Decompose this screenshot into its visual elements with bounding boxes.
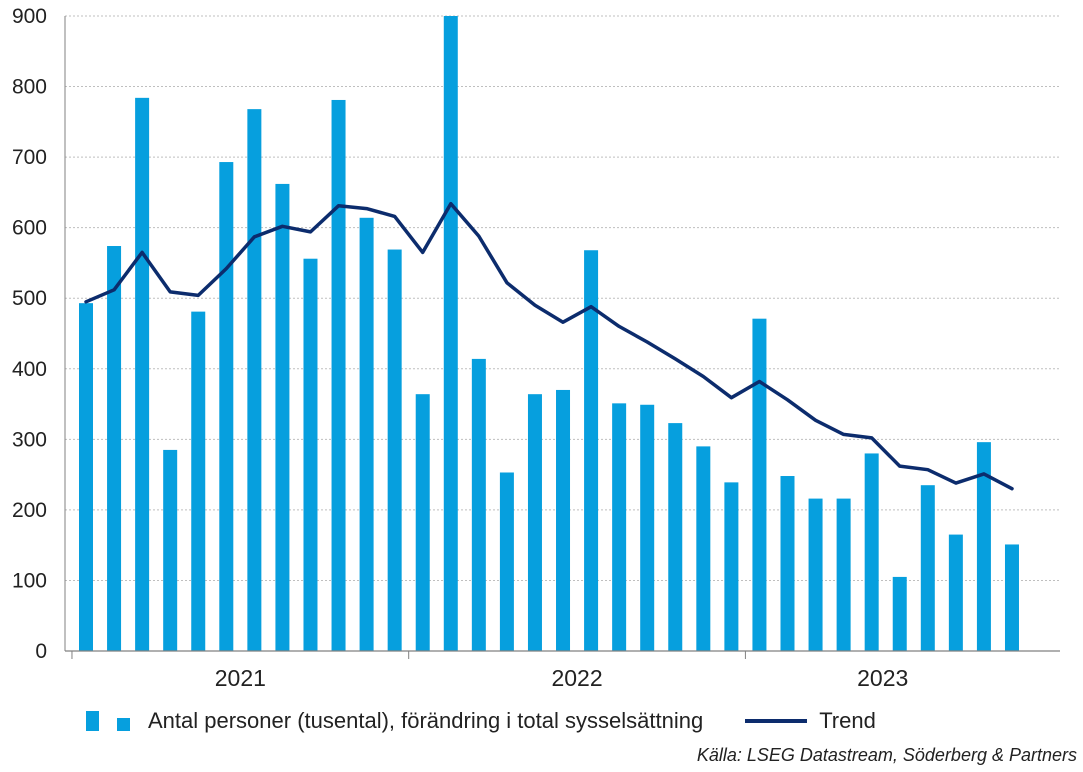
y-tick-label: 0 xyxy=(35,640,47,663)
x-tick-label: 2023 xyxy=(857,665,908,691)
bar xyxy=(359,217,374,652)
bar xyxy=(191,311,206,651)
bar xyxy=(415,394,430,651)
bar xyxy=(303,258,318,651)
bar xyxy=(752,318,767,651)
bar xyxy=(443,16,458,651)
y-tick-label: 600 xyxy=(12,217,47,240)
y-tick-label: 900 xyxy=(12,5,47,28)
bar xyxy=(107,246,122,651)
bar xyxy=(920,485,935,651)
bar xyxy=(556,389,571,651)
bar xyxy=(499,472,514,651)
bar xyxy=(836,498,851,651)
bar xyxy=(471,358,486,651)
bar xyxy=(79,303,93,651)
bar xyxy=(640,404,655,651)
y-tick-label: 400 xyxy=(12,358,47,381)
y-tick-label: 800 xyxy=(12,76,47,99)
x-axis: 2021 2022 2023 xyxy=(65,650,1060,691)
bar xyxy=(696,446,711,651)
bar xyxy=(387,249,402,652)
bar xyxy=(808,498,823,651)
bar xyxy=(668,423,683,651)
bar xyxy=(780,476,795,651)
y-axis: 0 100 200 300 400 500 600 700 800 900 xyxy=(12,5,66,663)
legend-bar-swatch xyxy=(86,711,99,731)
bar xyxy=(247,109,262,652)
legend-line-swatch xyxy=(745,719,808,723)
source-note: Källa: LSEG Datastream, Söderberg & Part… xyxy=(696,745,1077,765)
bar xyxy=(724,482,739,651)
y-tick-label: 500 xyxy=(12,287,47,310)
bar xyxy=(976,442,991,651)
bar xyxy=(584,250,599,651)
bar xyxy=(331,99,346,651)
trend-series xyxy=(84,201,1014,491)
bar xyxy=(892,576,907,651)
legend-bar-swatch-small xyxy=(117,717,130,731)
bar-series xyxy=(79,16,1019,652)
y-tick-label: 100 xyxy=(12,569,47,592)
bar xyxy=(135,97,150,652)
bar xyxy=(948,534,963,651)
bar xyxy=(275,183,290,651)
x-tick-label: 2021 xyxy=(215,665,266,691)
bar xyxy=(163,449,178,651)
bar xyxy=(219,162,234,652)
bar xyxy=(1004,544,1019,651)
bar xyxy=(612,403,627,651)
y-tick-label: 300 xyxy=(12,428,47,451)
y-tick-label: 700 xyxy=(12,146,47,169)
y-tick-label: 200 xyxy=(12,499,47,522)
legend: Antal personer (tusental), förändring i … xyxy=(86,705,876,737)
legend-bar-label: Antal personer (tusental), förändring i … xyxy=(148,708,704,733)
x-tick-label: 2022 xyxy=(551,665,602,691)
legend-line-label: Trend xyxy=(819,708,876,733)
trend-line xyxy=(84,201,1014,491)
bar xyxy=(527,394,542,651)
bar xyxy=(864,453,879,651)
